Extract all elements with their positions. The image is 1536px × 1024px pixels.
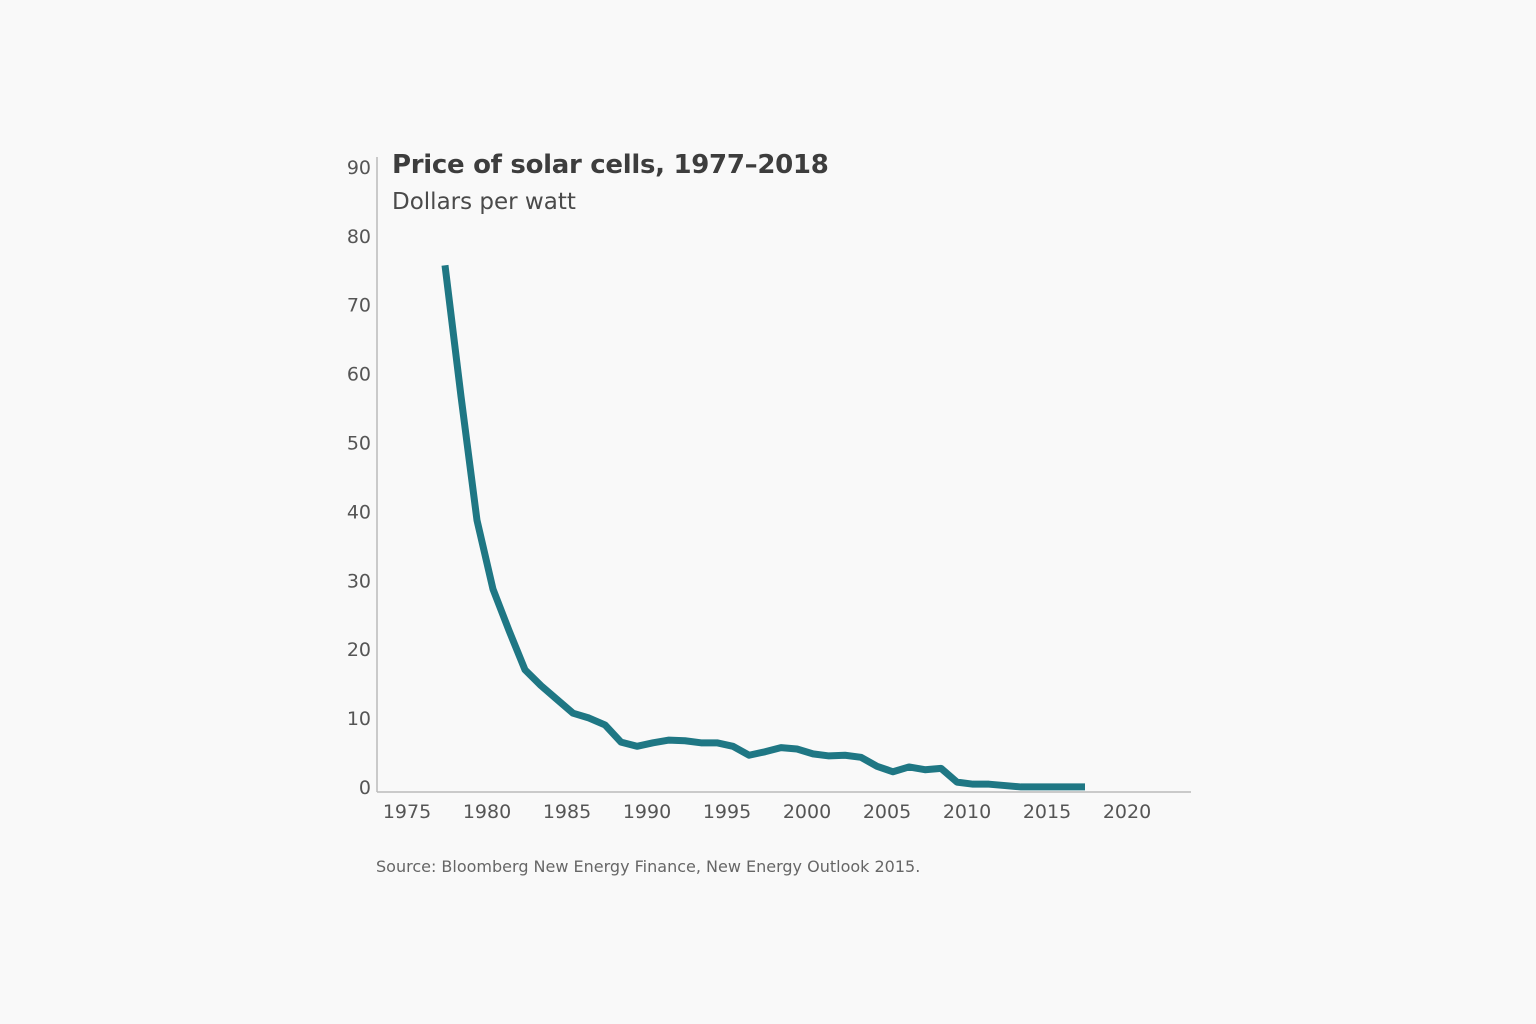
x-tick-label: 1990 (623, 801, 671, 823)
y-tick-label: 90 (347, 157, 371, 179)
chart-source: Source: Bloomberg New Energy Finance, Ne… (376, 857, 921, 876)
y-tick-label: 40 (347, 501, 371, 523)
x-tick-label: 2015 (1023, 801, 1071, 823)
y-tick-label: 10 (347, 708, 371, 730)
y-tick-label: 60 (347, 364, 371, 386)
y-tick-label: 0 (359, 777, 371, 799)
x-tick-label: 1995 (703, 801, 751, 823)
x-tick-label: 2010 (943, 801, 991, 823)
price-line (441, 264, 1085, 791)
y-tick-label: 20 (347, 639, 371, 661)
chart-subtitle: Dollars per watt (392, 189, 576, 215)
x-tick-label: 1980 (463, 801, 511, 823)
x-tick-label: 2005 (863, 801, 911, 823)
y-tick-label: 50 (347, 433, 371, 455)
chart-title: Price of solar cells, 1977–2018 (392, 150, 829, 180)
x-tick-label: 1975 (383, 801, 431, 823)
y-tick-label: 30 (347, 570, 371, 592)
y-tick-label: 70 (347, 295, 371, 317)
x-tick-label: 1985 (543, 801, 591, 823)
x-tick-label: 2000 (783, 801, 831, 823)
y-tick-label: 80 (347, 226, 371, 248)
x-tick-label: 2020 (1103, 801, 1151, 823)
